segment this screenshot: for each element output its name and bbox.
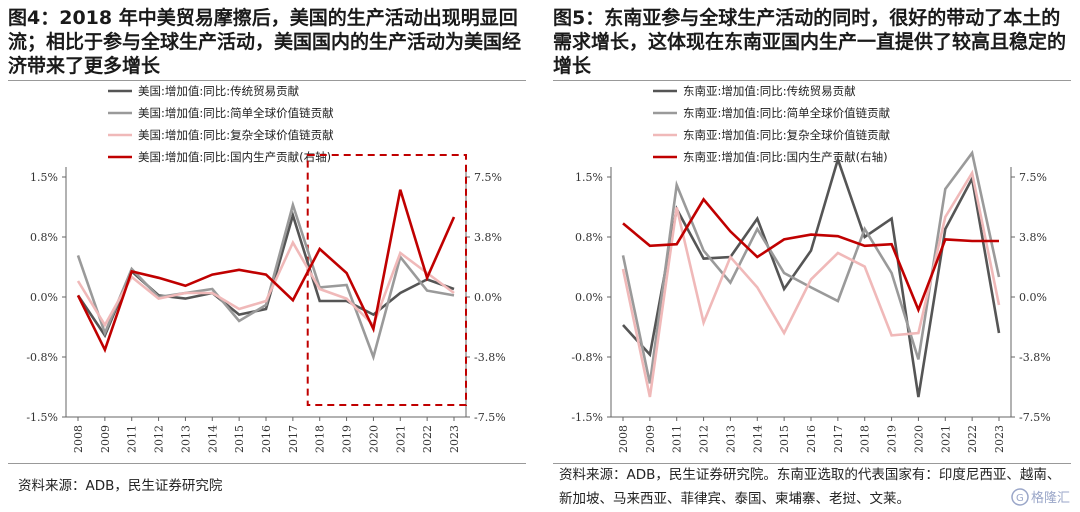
left-tick-label: 1.5%: [575, 171, 603, 184]
x-tick-label: 2022: [966, 425, 979, 453]
source-note: 资料来源：ADB，民生证券研究院: [18, 478, 223, 494]
left-tick-label: -0.8%: [571, 351, 603, 364]
x-tick-label: 2019: [341, 425, 354, 453]
series-line: [76, 239, 455, 328]
legend-entry: 东南亚:增加值:同比:简单全球价值链贡献: [683, 106, 891, 120]
left-tick-label: -1.5%: [571, 411, 603, 424]
x-tick-label: 2019: [886, 425, 899, 453]
x-tick-label: 2021: [939, 425, 952, 453]
right-tick-label: 0.0%: [474, 291, 502, 304]
left-tick-label: -1.5%: [26, 411, 58, 424]
title-divider: [8, 80, 526, 81]
us-chart: 美国:增加值:同比:传统贸易贡献美国:增加值:同比:简单全球价值链贡献美国:增加…: [26, 84, 506, 453]
right-tick-label: 7.5%: [474, 171, 502, 184]
x-tick-label: 2023: [448, 425, 461, 453]
series-line: [621, 169, 1001, 398]
legend-entry: 美国:增加值:同比:简单全球价值链贡献: [138, 106, 334, 120]
left-tick-label: -0.8%: [26, 351, 58, 364]
right-tick-label: -7.5%: [1019, 411, 1051, 424]
x-tick-label: 2020: [912, 425, 925, 453]
right-tick-label: 3.8%: [474, 231, 502, 244]
x-tick-label: 2015: [778, 425, 791, 453]
right-tick-label: -3.8%: [474, 351, 506, 364]
x-tick-label: 2014: [206, 425, 219, 453]
left-tick-label: 1.5%: [30, 171, 58, 184]
figure-4-panel: 图4：2018 年中美贸易摩擦后，美国的生产活动出现明显回流；相比于参与全球生产…: [8, 0, 538, 512]
source-divider: [553, 463, 1071, 464]
x-tick-label: 2016: [805, 425, 818, 453]
x-tick-label: 2013: [724, 425, 737, 453]
x-tick-label: 2015: [233, 425, 246, 453]
title-divider: [553, 80, 1071, 81]
x-tick-label: 2018: [859, 425, 872, 453]
right-tick-label: 0.0%: [1019, 291, 1047, 304]
x-tick-label: 2018: [314, 425, 327, 453]
x-tick-label: 2011: [671, 425, 684, 453]
series-line: [76, 189, 456, 354]
left-tick-label: 0.0%: [30, 291, 58, 304]
sea-chart: 东南亚:增加值:同比:传统贸易贡献东南亚:增加值:同比:简单全球价值链贡献东南亚…: [571, 84, 1051, 453]
series-line: [622, 197, 999, 314]
x-tick-label: 2022: [421, 425, 434, 453]
x-tick-label: 2008: [617, 425, 630, 453]
x-tick-label: 2009: [99, 425, 112, 453]
source-divider: [8, 463, 526, 464]
x-tick-label: 2023: [993, 425, 1006, 453]
x-tick-label: 2017: [832, 425, 845, 453]
series-line: [76, 200, 455, 362]
x-tick-label: 2014: [751, 425, 764, 453]
highlight-box: [306, 154, 468, 406]
figure-title: 图5：东南亚参与全球生产活动的同时，很好的带动了本土的需求增长，这体现在东南亚国…: [553, 7, 1067, 77]
figure-5-panel: 图5：东南亚参与全球生产活动的同时，很好的带动了本土的需求增长，这体现在东南亚国…: [553, 0, 1080, 512]
right-tick-label: 7.5%: [1019, 171, 1047, 184]
svg-text:G: G: [1016, 493, 1024, 504]
series-line: [621, 149, 1001, 384]
x-tick-label: 2016: [260, 425, 273, 453]
right-tick-label: -7.5%: [474, 411, 506, 424]
figure-title: 图4：2018 年中美贸易摩擦后，美国的生产活动出现明显回流；相比于参与全球生产…: [8, 7, 522, 77]
source-note: 资料来源：ADB，民生证券研究院。东南亚选取的代表国家有：印度尼西亚、越南、新加…: [559, 467, 1061, 507]
legend-entry: 东南亚:增加值:同比:国内生产贡献(右轴): [683, 150, 888, 164]
right-tick-label: -3.8%: [1019, 351, 1051, 364]
left-tick-label: 0.8%: [30, 231, 58, 244]
watermark-logo: G 格隆汇: [1011, 488, 1070, 506]
x-tick-label: 2009: [644, 425, 657, 453]
left-tick-label: 0.0%: [575, 291, 603, 304]
x-tick-label: 2020: [367, 425, 380, 453]
legend-entry: 东南亚:增加值:同比:复杂全球价值链贡献: [683, 128, 891, 142]
x-tick-label: 2012: [153, 425, 166, 453]
x-tick-label: 2013: [179, 425, 192, 453]
x-tick-label: 2012: [698, 425, 711, 453]
legend-entry: 美国:增加值:同比:国内生产贡献(右轴): [138, 150, 331, 164]
legend-entry: 美国:增加值:同比:复杂全球价值链贡献: [138, 128, 334, 142]
x-tick-label: 2017: [287, 425, 300, 453]
series-line: [622, 155, 1001, 398]
x-tick-label: 2021: [394, 425, 407, 453]
legend-entry: 东南亚:增加值:同比:传统贸易贡献: [683, 84, 856, 98]
svg-text:格隆汇: 格隆汇: [1031, 490, 1070, 506]
x-tick-label: 2008: [72, 425, 85, 453]
right-tick-label: 3.8%: [1019, 231, 1047, 244]
legend-entry: 美国:增加值:同比:传统贸易贡献: [138, 84, 300, 98]
left-tick-label: 0.8%: [575, 231, 603, 244]
x-tick-label: 2011: [126, 425, 139, 453]
